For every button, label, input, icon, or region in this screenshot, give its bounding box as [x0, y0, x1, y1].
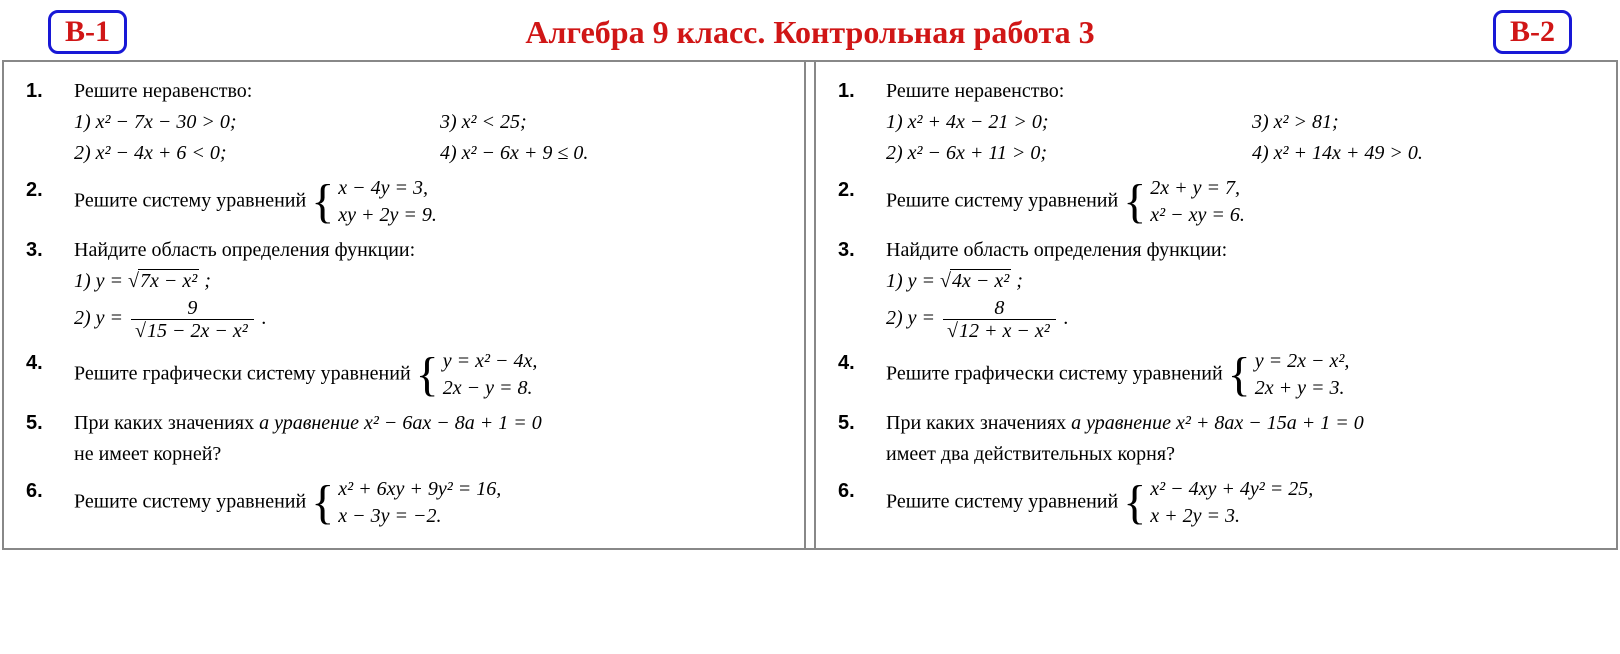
task-var: a	[259, 412, 269, 434]
task-number: 6.	[838, 476, 886, 530]
brace-icon: {	[1228, 356, 1251, 394]
task-lead: Решите графически систему уравнений	[886, 363, 1228, 385]
equation-system: { x² − 4xy + 4y² = 25, x + 2y = 3.	[1123, 476, 1313, 530]
task-4: 4. Решите графически систему уравнений {…	[26, 348, 782, 402]
eq-2: x + 2y = 3.	[1150, 503, 1313, 530]
equation-system: { y = 2x − x², 2x + y = 3.	[1228, 348, 1350, 402]
eq-2: x² − xy = 6.	[1150, 202, 1245, 229]
page-title: Алгебра 9 класс. Контрольная работа 3	[127, 14, 1493, 51]
task-number: 2.	[838, 175, 886, 229]
task-2: 2. Решите систему уравнений { 2x + y = 7…	[838, 175, 1594, 229]
subtask-1: 1) y = 7x − x² ;	[74, 266, 782, 297]
brace-icon: {	[1123, 484, 1146, 522]
task-1: 1. Решите неравенство: 1) x² − 7x − 30 >…	[26, 76, 782, 169]
eq-1: 2x + y = 7,	[1150, 175, 1245, 202]
task-number: 1.	[838, 76, 886, 169]
column-v2: 1. Решите неравенство: 1) x² + 4x − 21 >…	[814, 62, 1618, 548]
task-number: 2.	[26, 175, 74, 229]
task-3: 3. Найдите область определения функции: …	[26, 235, 782, 342]
columns: 1. Решите неравенство: 1) x² − 7x − 30 >…	[2, 60, 1618, 550]
brace-icon: {	[416, 356, 439, 394]
task-number: 6.	[26, 476, 74, 530]
task-lead: Решите неравенство:	[886, 80, 1064, 102]
task-lead: Решите систему уравнений	[886, 190, 1123, 212]
subtask-2: 2) y = 915 − 2x − x² .	[74, 297, 782, 342]
eq-2: 2x + y = 3.	[1255, 375, 1350, 402]
eq-1: x² − 4xy + 4y² = 25,	[1150, 476, 1313, 503]
eq-2: 2x − y = 8.	[443, 375, 538, 402]
equation-system: { y = x² − 4x, 2x − y = 8.	[416, 348, 538, 402]
task-number: 4.	[838, 348, 886, 402]
subtask-1: 1) x² + 4x − 21 > 0;	[886, 107, 1228, 138]
subtask-1: 1) x² − 7x − 30 > 0;	[74, 107, 416, 138]
eq-1: y = 2x − x²,	[1255, 348, 1350, 375]
subtask-3: 3) x² < 25;	[440, 107, 782, 138]
task-2: 2. Решите систему уравнений { x − 4y = 3…	[26, 175, 782, 229]
equation-system: { 2x + y = 7, x² − xy = 6.	[1123, 175, 1245, 229]
task-5: 5. При каких значениях a уравнение x² + …	[838, 408, 1594, 470]
eq-1: x² + 6xy + 9y² = 16,	[338, 476, 501, 503]
task-1: 1. Решите неравенство: 1) x² + 4x − 21 >…	[838, 76, 1594, 169]
subtask-4: 4) x² + 14x + 49 > 0.	[1252, 138, 1594, 169]
task-text-c: не имеет корней?	[74, 439, 782, 470]
task-var: a	[1071, 412, 1081, 434]
eq-1: x − 4y = 3,	[338, 175, 437, 202]
task-lead: Решите систему уравнений	[886, 491, 1123, 513]
task-text-c: имеет два действительных корня?	[886, 439, 1594, 470]
task-3: 3. Найдите область определения функции: …	[838, 235, 1594, 342]
task-number: 1.	[26, 76, 74, 169]
task-text-a: При каких значениях	[886, 412, 1071, 434]
variant-right-badge: В-2	[1493, 10, 1572, 54]
task-number: 3.	[26, 235, 74, 342]
subtask-4: 4) x² − 6x + 9 ≤ 0.	[440, 138, 782, 169]
task-lead: Найдите область определения функции:	[74, 239, 415, 261]
equation-system: { x − 4y = 3, xy + 2y = 9.	[311, 175, 437, 229]
task-number: 3.	[838, 235, 886, 342]
subtask-2: 2) y = 812 + x − x² .	[886, 297, 1594, 342]
variant-left-badge: В-1	[48, 10, 127, 54]
brace-icon: {	[311, 183, 334, 221]
task-6: 6. Решите систему уравнений { x² − 4xy +…	[838, 476, 1594, 530]
task-6: 6. Решите систему уравнений { x² + 6xy +…	[26, 476, 782, 530]
subtask-1: 1) y = 4x − x² ;	[886, 266, 1594, 297]
task-4: 4. Решите графически систему уравнений {…	[838, 348, 1594, 402]
task-lead: Решите систему уравнений	[74, 491, 311, 513]
task-eq: уравнение x² + 8ax − 15a + 1 = 0	[1081, 412, 1364, 434]
task-number: 5.	[26, 408, 74, 470]
brace-icon: {	[1123, 183, 1146, 221]
task-eq: уравнение x² − 6ax − 8a + 1 = 0	[269, 412, 542, 434]
task-lead: Решите графически систему уравнений	[74, 363, 416, 385]
subtask-2: 2) x² − 4x + 6 < 0;	[74, 138, 416, 169]
equation-system: { x² + 6xy + 9y² = 16, x − 3y = −2.	[311, 476, 501, 530]
task-lead: Решите неравенство:	[74, 80, 252, 102]
task-text-a: При каких значениях	[74, 412, 259, 434]
eq-1: y = x² − 4x,	[443, 348, 538, 375]
task-number: 4.	[26, 348, 74, 402]
brace-icon: {	[311, 484, 334, 522]
subtask-3: 3) x² > 81;	[1252, 107, 1594, 138]
header: В-1 Алгебра 9 класс. Контрольная работа …	[0, 0, 1620, 60]
eq-2: x − 3y = −2.	[338, 503, 501, 530]
eq-2: xy + 2y = 9.	[338, 202, 437, 229]
task-number: 5.	[838, 408, 886, 470]
column-v1: 1. Решите неравенство: 1) x² − 7x − 30 >…	[2, 62, 806, 548]
task-lead: Найдите область определения функции:	[886, 239, 1227, 261]
task-lead: Решите систему уравнений	[74, 190, 311, 212]
task-5: 5. При каких значениях a уравнение x² − …	[26, 408, 782, 470]
subtask-2: 2) x² − 6x + 11 > 0;	[886, 138, 1228, 169]
